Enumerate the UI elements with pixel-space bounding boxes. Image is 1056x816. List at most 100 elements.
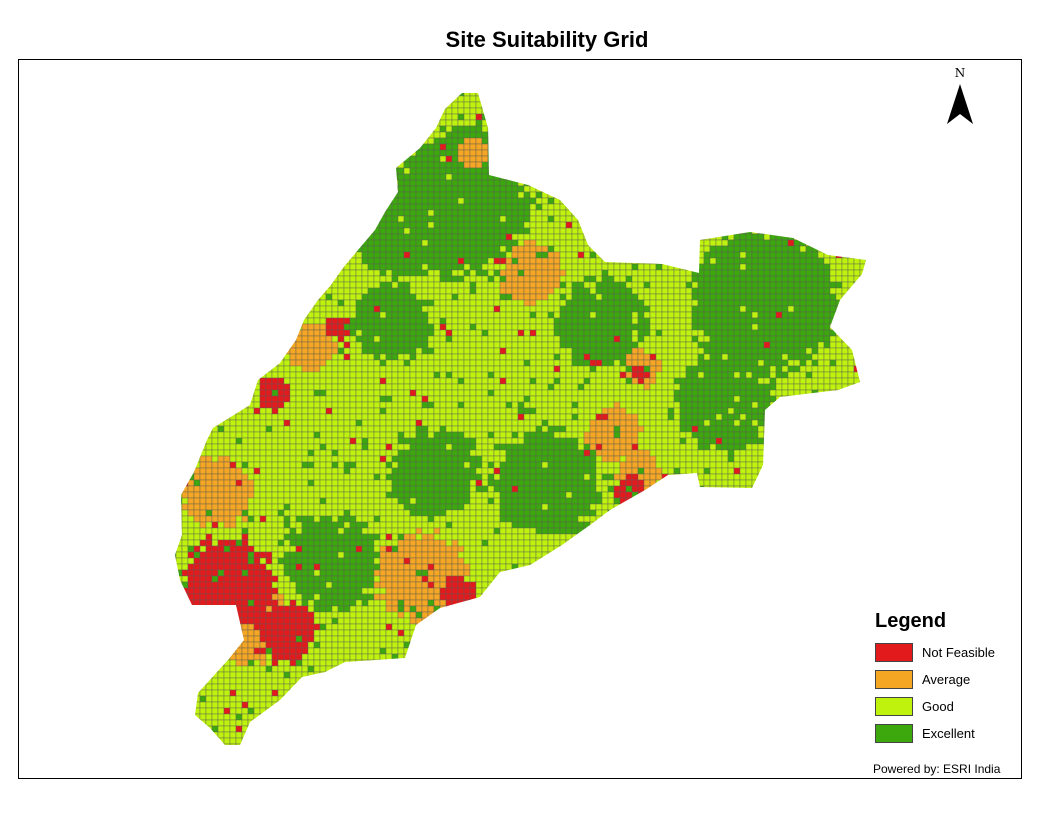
grid-cell [787,197,795,205]
grid-cell [769,227,777,235]
grid-cell [859,287,866,295]
grid-cell [787,335,795,343]
grid-cell [307,149,315,157]
grid-cell [295,257,303,265]
grid-cell [283,125,291,133]
grid-cell [349,125,357,133]
grid-cell [313,191,321,199]
grid-cell [679,299,687,307]
grid-cell [859,311,866,319]
grid-cell [679,101,687,109]
grid-cell [697,203,705,211]
grid-cell [355,245,363,253]
grid-cell [841,299,849,307]
grid-cell [577,335,585,343]
grid-cell [841,203,849,211]
grid-cell [421,143,429,151]
grid-cell [523,257,531,265]
grid-cell [571,93,579,97]
grid-cell [865,317,866,325]
grid-cell [577,203,585,211]
grid-cell [595,281,603,289]
grid-cell [313,269,321,277]
grid-cell [589,161,597,169]
grid-cell [727,173,735,181]
grid-cell [475,215,483,223]
grid-cell [823,221,831,229]
grid-cell [517,101,525,109]
grid-cell [229,233,237,241]
grid-cell [685,305,693,313]
grid-cell [199,281,207,289]
grid-cell [325,287,333,295]
grid-cell [265,233,273,241]
grid-cell [277,137,285,145]
grid-cell [463,317,471,325]
grid-cell [391,251,399,259]
grid-cell [439,143,447,151]
grid-cell [535,179,543,187]
grid-cell [439,293,447,301]
grid-cell [445,251,453,259]
grid-cell [565,101,573,109]
grid-cell [319,215,327,223]
grid-cell [331,143,339,151]
grid-cell [595,131,603,139]
grid-cell [307,131,315,139]
grid-cell [589,125,597,133]
grid-cell [187,323,195,331]
grid-cell [559,143,567,151]
grid-cell [451,263,459,271]
grid-cell [517,269,525,277]
grid-cell [679,149,687,157]
grid-cell [649,119,657,127]
grid-cell [409,305,417,313]
grid-cell [439,323,447,331]
grid-cell [619,323,627,331]
grid-cell [655,125,663,133]
grid-cell [505,251,513,259]
grid-cell [295,227,303,235]
grid-cell [205,167,213,175]
grid-cell [745,131,753,139]
grid-cell [319,197,327,205]
grid-cell [667,131,675,139]
grid-cell [619,161,627,169]
grid-cell [193,323,201,331]
grid-cell [559,161,567,169]
grid-cell [781,215,789,223]
grid-cell [409,281,417,289]
grid-cell [451,215,459,223]
grid-cell [739,179,747,187]
grid-cell [403,227,411,235]
grid-cell [283,293,291,301]
grid-cell [319,185,327,193]
grid-cell [643,185,651,193]
grid-cell [433,155,441,163]
grid-cell [289,257,297,265]
grid-cell [427,113,435,121]
grid-cell [787,257,795,265]
grid-cell [535,221,543,229]
grid-cell [619,155,627,163]
grid-cell [265,335,273,343]
grid-cell [739,203,747,211]
grid-cell [481,305,489,313]
grid-cell [475,137,483,145]
grid-cell [325,191,333,199]
grid-cell [379,185,387,193]
grid-cell [763,119,771,127]
grid-cell [751,305,759,313]
grid-cell [325,101,333,109]
grid-cell [259,221,267,229]
grid-cell [799,257,807,265]
grid-cell [487,299,495,307]
grid-cell [223,179,231,187]
grid-cell [181,107,189,115]
grid-cell [235,125,243,133]
grid-cell [175,323,177,331]
grid-cell [655,287,663,295]
grid-cell [643,215,651,223]
grid-cell [637,101,645,109]
grid-cell [253,323,261,331]
